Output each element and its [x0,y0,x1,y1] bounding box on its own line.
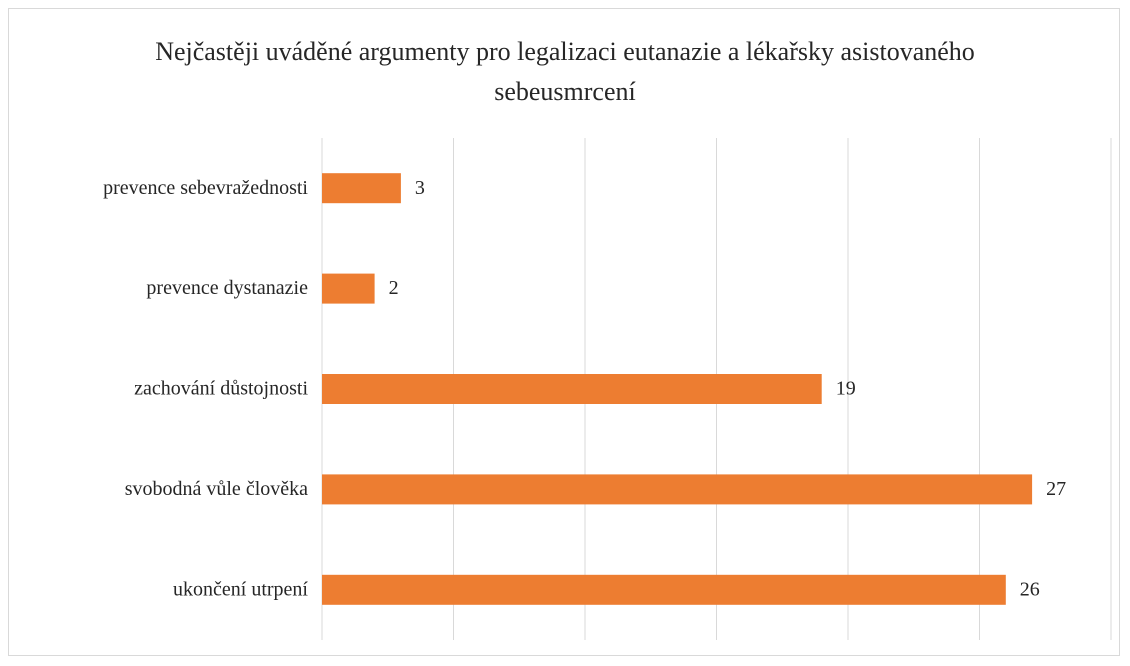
y-tick-label: prevence sebevražednosti [103,177,308,199]
value-label: 19 [836,378,856,400]
y-tick-label: svobodná vůle člověka [125,478,308,500]
bar [322,474,1033,505]
value-label: 27 [1046,478,1066,500]
chart-title: Nejčastěji uváděné argumenty pro legaliz… [155,37,975,106]
y-tick-label: prevence dystanazie [146,277,308,299]
value-label: 3 [415,177,425,199]
bar [322,173,401,204]
bar [322,374,822,404]
y-tick-label: zachování důstojnosti [134,378,308,400]
y-tick-label: ukončení utrpení [173,578,308,600]
chart-frame [8,8,1120,656]
bar [322,574,1006,605]
bar [322,273,375,304]
value-label: 26 [1020,578,1040,600]
value-label: 2 [389,277,399,299]
